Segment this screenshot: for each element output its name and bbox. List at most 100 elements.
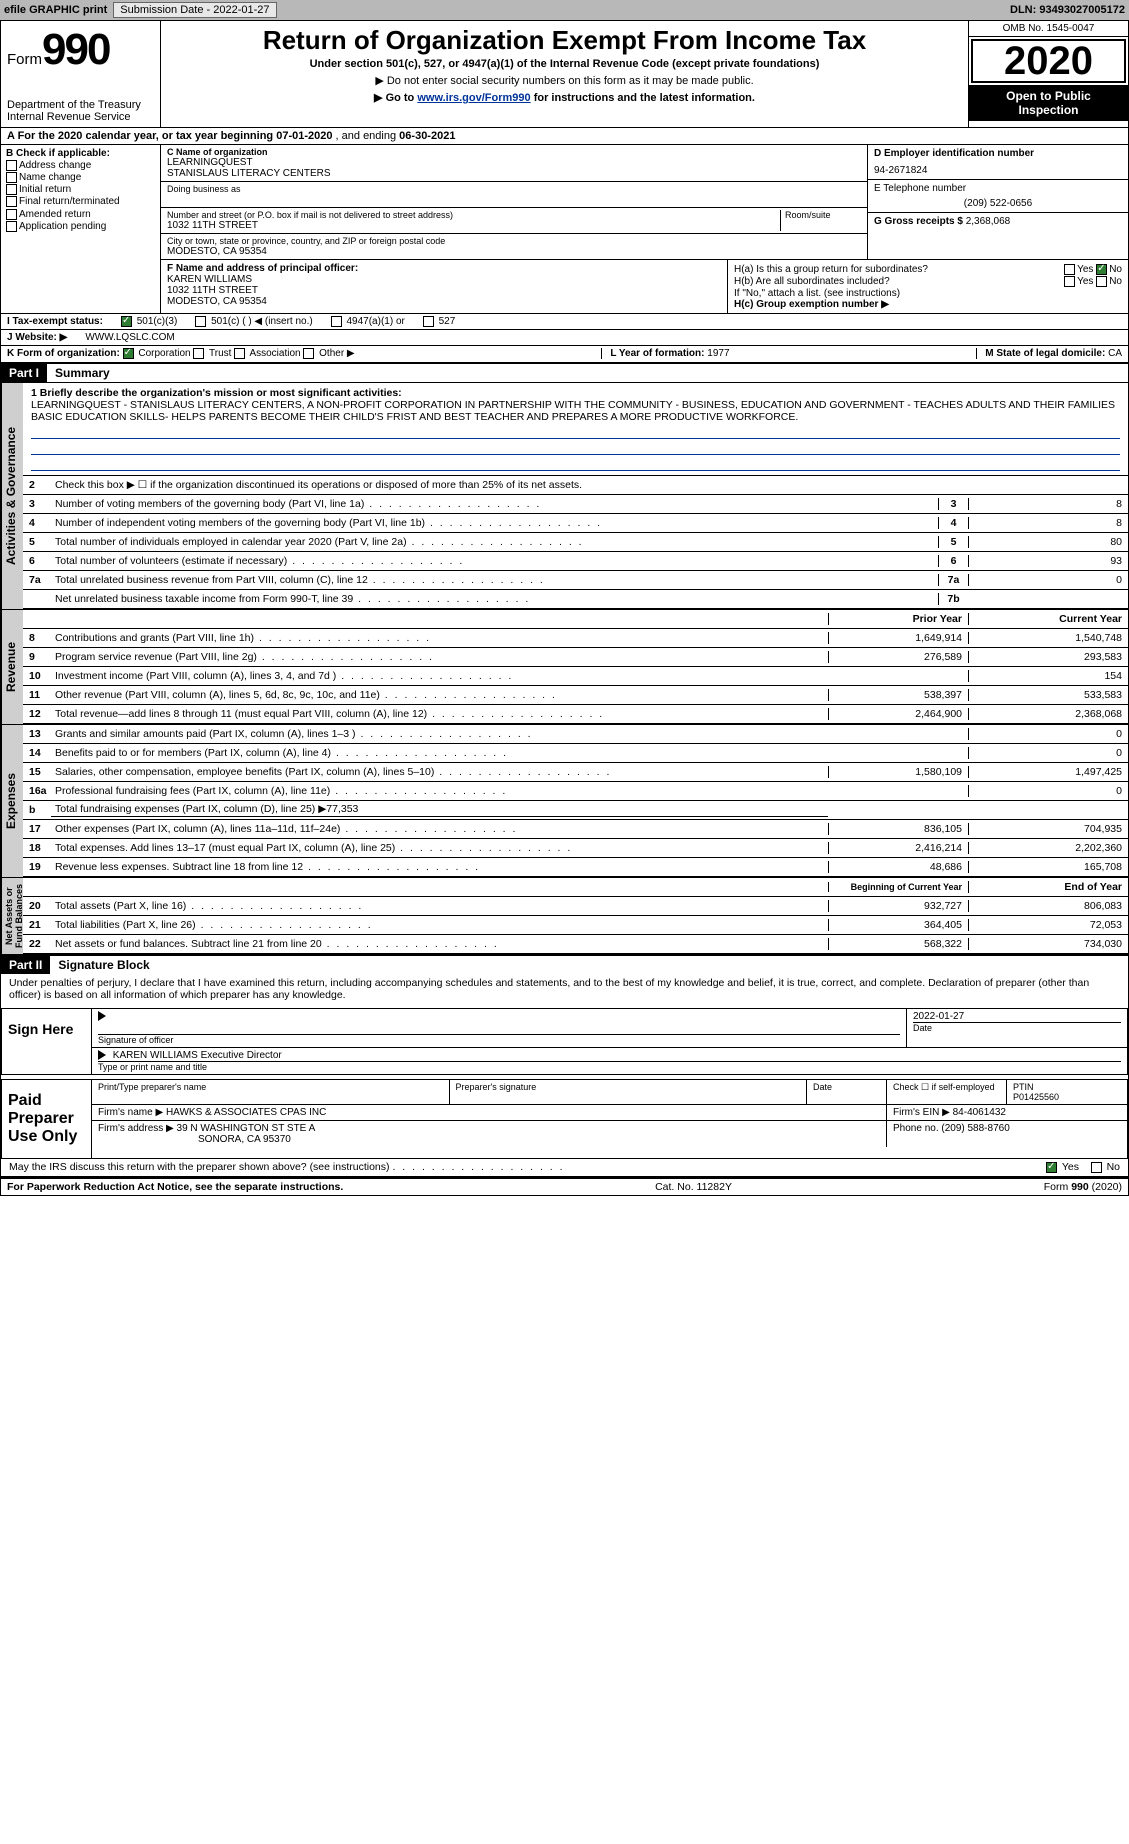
firm-addr-label: Firm's address ▶ xyxy=(98,1123,174,1134)
form-header: Form990 Department of the Treasury Inter… xyxy=(1,21,1128,128)
cb-501c[interactable] xyxy=(195,316,206,327)
header-left: Form990 Department of the Treasury Inter… xyxy=(1,21,161,127)
col-end: End of Year xyxy=(968,881,1128,893)
cb-527[interactable] xyxy=(423,316,434,327)
rev-header-row: Prior Year Current Year xyxy=(23,610,1128,629)
efile-label: efile GRAPHIC print xyxy=(4,4,107,16)
phone-value: (209) 588-8760 xyxy=(941,1123,1009,1134)
footer: For Paperwork Reduction Act Notice, see … xyxy=(1,1178,1128,1195)
cb-initial-return[interactable]: Initial return xyxy=(6,184,155,195)
line-2: 2 Check this box ▶ ☐ if the organization… xyxy=(23,476,1128,495)
discuss-yes-cb[interactable] xyxy=(1046,1162,1057,1173)
gov-line-7a: 7a Total unrelated business revenue from… xyxy=(23,571,1128,590)
officer-label: F Name and address of principal officer: xyxy=(167,263,721,274)
net-header-row: Beginning of Current Year End of Year xyxy=(23,878,1128,897)
ha-no-cb[interactable] xyxy=(1096,264,1107,275)
line-22: 22 Net assets or fund balances. Subtract… xyxy=(23,935,1128,954)
self-emp-label: Check ☐ if self-employed xyxy=(887,1080,1007,1104)
line-9: 9 Program service revenue (Part VIII, li… xyxy=(23,648,1128,667)
col-b-checkboxes: B Check if applicable: Address change Na… xyxy=(1,145,161,313)
cb-4947[interactable] xyxy=(331,316,342,327)
col-c: C Name of organization LEARNINGQUEST STA… xyxy=(161,145,868,259)
part1-title: Summary xyxy=(47,364,118,382)
omb-label: OMB No. 1545-0047 xyxy=(969,21,1128,37)
line-14: 14 Benefits paid to or for members (Part… xyxy=(23,744,1128,763)
part2-tab: Part II xyxy=(1,956,50,974)
dln-label: DLN: 93493027005172 xyxy=(1010,4,1125,16)
ein-value: 94-2671824 xyxy=(874,165,1122,176)
typed-name: KAREN WILLIAMS Executive Director xyxy=(113,1050,282,1061)
mission-block: 1 Briefly describe the organization's mi… xyxy=(23,383,1128,476)
line-13: 13 Grants and similar amounts paid (Part… xyxy=(23,725,1128,744)
tel-value: (209) 522-0656 xyxy=(874,198,1122,209)
ha-yes-cb[interactable] xyxy=(1064,264,1075,275)
ptin-value: P01425560 xyxy=(1013,1092,1121,1102)
header-mid: Return of Organization Exempt From Incom… xyxy=(161,21,968,127)
line-19: 19 Revenue less expenses. Subtract line … xyxy=(23,858,1128,877)
cb-final-return[interactable]: Final return/terminated xyxy=(6,196,155,207)
info-grid: B Check if applicable: Address change Na… xyxy=(1,145,1128,314)
officer-name: KAREN WILLIAMS xyxy=(167,274,721,285)
firm-ein-label: Firm's EIN ▶ xyxy=(893,1107,950,1118)
website-value: WWW.LQSLC.COM xyxy=(85,332,174,343)
gov-line-4: 4 Number of independent voting members o… xyxy=(23,514,1128,533)
vtab-governance: Activities & Governance xyxy=(1,383,23,609)
arrow-icon xyxy=(98,1011,106,1021)
cb-association[interactable] xyxy=(234,348,245,359)
part1-tab: Part I xyxy=(1,364,47,382)
cb-amended-return[interactable]: Amended return xyxy=(6,209,155,220)
hb-no-cb[interactable] xyxy=(1096,276,1107,287)
discuss-row: May the IRS discuss this return with the… xyxy=(1,1159,1128,1178)
arrow-icon xyxy=(98,1050,106,1060)
cb-corporation[interactable] xyxy=(123,348,134,359)
hb-note: If "No," attach a list. (see instruction… xyxy=(734,288,1122,299)
declaration-text: Under penalties of perjury, I declare th… xyxy=(1,974,1128,1004)
paid-preparer-label: Paid Preparer Use Only xyxy=(2,1080,92,1158)
cb-501c3[interactable] xyxy=(121,316,132,327)
form-title: Return of Organization Exempt From Incom… xyxy=(169,25,960,56)
footer-left: For Paperwork Reduction Act Notice, see … xyxy=(7,1181,343,1193)
open-public-badge: Open to Public Inspection xyxy=(969,85,1128,121)
line-10: 10 Investment income (Part VIII, column … xyxy=(23,667,1128,686)
org-name-2: STANISLAUS LITERACY CENTERS xyxy=(167,168,861,179)
cb-name-change[interactable]: Name change xyxy=(6,172,155,183)
row-fgh: F Name and address of principal officer:… xyxy=(161,260,1128,313)
sig-date-label: Date xyxy=(913,1022,1121,1033)
prep-sig-label: Preparer's signature xyxy=(450,1080,808,1104)
firm-name-value: HAWKS & ASSOCIATES CPAS INC xyxy=(166,1107,326,1118)
cb-address-change[interactable]: Address change xyxy=(6,160,155,171)
form-number: 990 xyxy=(42,25,109,74)
hb-yes-cb[interactable] xyxy=(1064,276,1075,287)
line-b: b Total fundraising expenses (Part IX, c… xyxy=(23,801,1128,820)
line-12: 12 Total revenue—add lines 8 through 11 … xyxy=(23,705,1128,724)
vtab-netassets: Net Assets or Fund Balances xyxy=(1,878,23,954)
cb-other[interactable] xyxy=(303,348,314,359)
cb-trust[interactable] xyxy=(193,348,204,359)
col-beginning: Beginning of Current Year xyxy=(828,882,968,892)
col-current: Current Year xyxy=(968,613,1128,625)
section-expenses: Expenses 13 Grants and similar amounts p… xyxy=(1,724,1128,877)
discuss-no-cb[interactable] xyxy=(1091,1162,1102,1173)
ssn-note: ▶ Do not enter social security numbers o… xyxy=(169,74,960,87)
gov-line-: Net unrelated business taxable income fr… xyxy=(23,590,1128,609)
org-name-1: LEARNINGQUEST xyxy=(167,157,861,168)
col-b-header: B Check if applicable: xyxy=(6,148,155,159)
line-16a: 16a Professional fundraising fees (Part … xyxy=(23,782,1128,801)
cb-application-pending[interactable]: Application pending xyxy=(6,221,155,232)
vtab-expenses: Expenses xyxy=(1,725,23,877)
section-netassets: Net Assets or Fund Balances Beginning of… xyxy=(1,877,1128,956)
submission-date-button[interactable]: Submission Date - 2022-01-27 xyxy=(113,2,276,18)
form-prefix: Form xyxy=(7,51,42,68)
city-state-zip: MODESTO, CA 95354 xyxy=(167,246,861,257)
firm-ein-value: 84-4061432 xyxy=(953,1107,1006,1118)
gross-label: G Gross receipts $ xyxy=(874,216,966,227)
row-k-formorg: K Form of organization: Corporation Trus… xyxy=(1,346,1128,363)
line-15: 15 Salaries, other compensation, employe… xyxy=(23,763,1128,782)
dept-label: Department of the Treasury Internal Reve… xyxy=(7,99,154,123)
part1-header: Part I Summary xyxy=(1,364,1128,382)
line-17: 17 Other expenses (Part IX, column (A), … xyxy=(23,820,1128,839)
officer-addr1: 1032 11TH STREET xyxy=(167,285,721,296)
typed-label: Type or print name and title xyxy=(98,1061,1121,1072)
footer-right: Form 990 (2020) xyxy=(1044,1181,1122,1193)
irs-link[interactable]: www.irs.gov/Form990 xyxy=(417,92,530,104)
